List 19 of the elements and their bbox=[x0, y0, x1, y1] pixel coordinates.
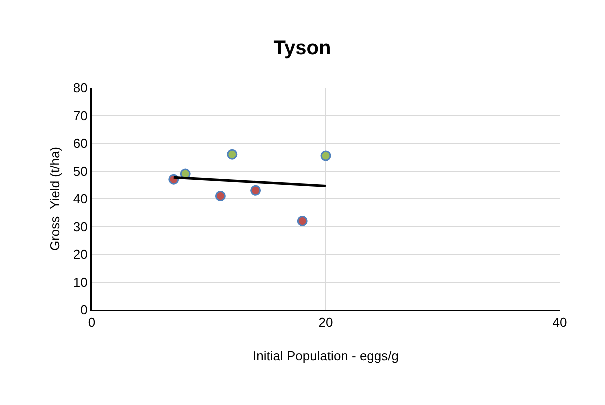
y-tick-label: 10 bbox=[73, 274, 88, 290]
y-tick-label: 0 bbox=[80, 302, 88, 318]
point bbox=[227, 149, 238, 160]
x-axis-title: Initial Population - eggs/g bbox=[253, 348, 399, 364]
y-tick-label: 50 bbox=[73, 164, 88, 179]
x-tick-label: 40 bbox=[552, 315, 568, 330]
y-tick-label: 40 bbox=[73, 192, 88, 207]
chart-title: Tyson bbox=[274, 38, 332, 60]
y-tick-label: 70 bbox=[73, 108, 88, 124]
y-axis-title: Gross Yield (t/ha) bbox=[48, 146, 63, 252]
point bbox=[320, 150, 332, 162]
y-tick-label: 60 bbox=[73, 136, 88, 152]
x-tick-label: 20 bbox=[318, 315, 334, 330]
y-tick-label: 30 bbox=[73, 219, 88, 234]
point bbox=[297, 216, 308, 226]
point bbox=[250, 185, 262, 196]
point bbox=[215, 190, 226, 202]
y-tick-label: 20 bbox=[73, 247, 88, 262]
y-tick-label: 80 bbox=[73, 80, 88, 96]
